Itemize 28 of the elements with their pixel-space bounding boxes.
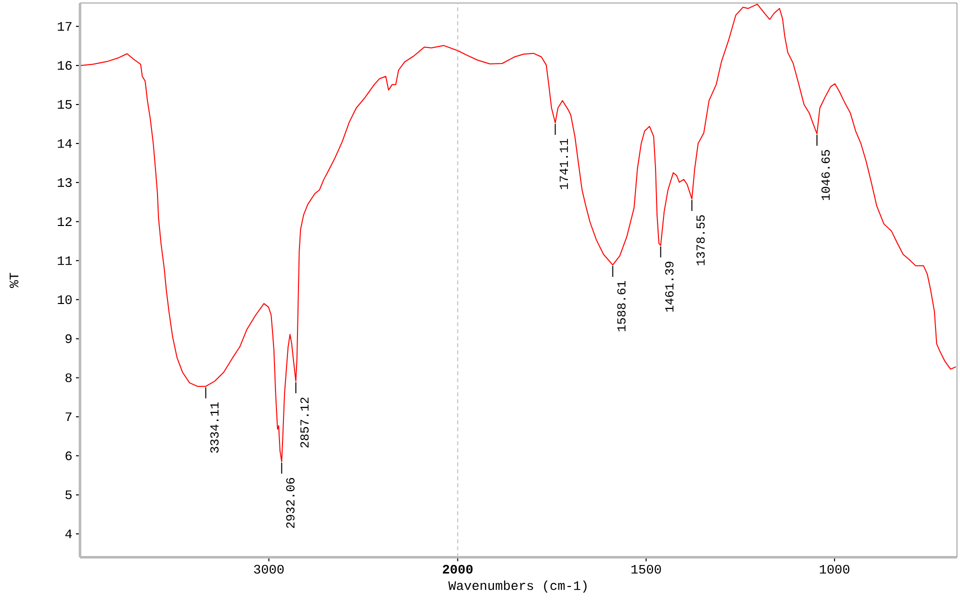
annotation: 2857.12: [300, 398, 309, 448]
annotation: 1461.39: [665, 262, 674, 312]
y-tick-label: 11: [58, 256, 72, 265]
y-tick-label: 8: [66, 373, 72, 382]
y-tick-label: 16: [58, 61, 72, 70]
y-tick-label: 12: [58, 217, 72, 226]
x-tick-label: 1000: [820, 564, 850, 574]
y-tick-label: 4: [65, 530, 72, 538]
x-axis-title: Wavenumbers (cm-1): [448, 580, 587, 593]
y-tick-label: 10: [58, 295, 72, 304]
y-tick-label: 13: [58, 178, 72, 187]
y-tick-label: 6: [66, 451, 72, 460]
y-tick-label: 15: [58, 100, 72, 109]
annotation: 1588.61: [617, 281, 626, 332]
annotation: 1046.65: [821, 150, 830, 200]
y-tick-label: 5: [65, 490, 72, 500]
y-tick-label: 14: [58, 139, 72, 148]
annotation: 3334.11: [210, 402, 219, 453]
y-tick-label: 17: [58, 22, 72, 31]
x-tick-label: 1500: [631, 564, 661, 574]
x-tick-label: 3000: [254, 564, 284, 574]
annotation: 1741.11: [560, 138, 568, 190]
annotation: 1378.55: [696, 215, 705, 266]
annotation: 2932.06: [286, 478, 295, 528]
y-axis-title: %T: [10, 272, 18, 288]
y-tick-label: 9: [66, 334, 72, 344]
y-tick-label: 7: [66, 412, 72, 422]
x-tick-label: 2000: [442, 564, 473, 574]
